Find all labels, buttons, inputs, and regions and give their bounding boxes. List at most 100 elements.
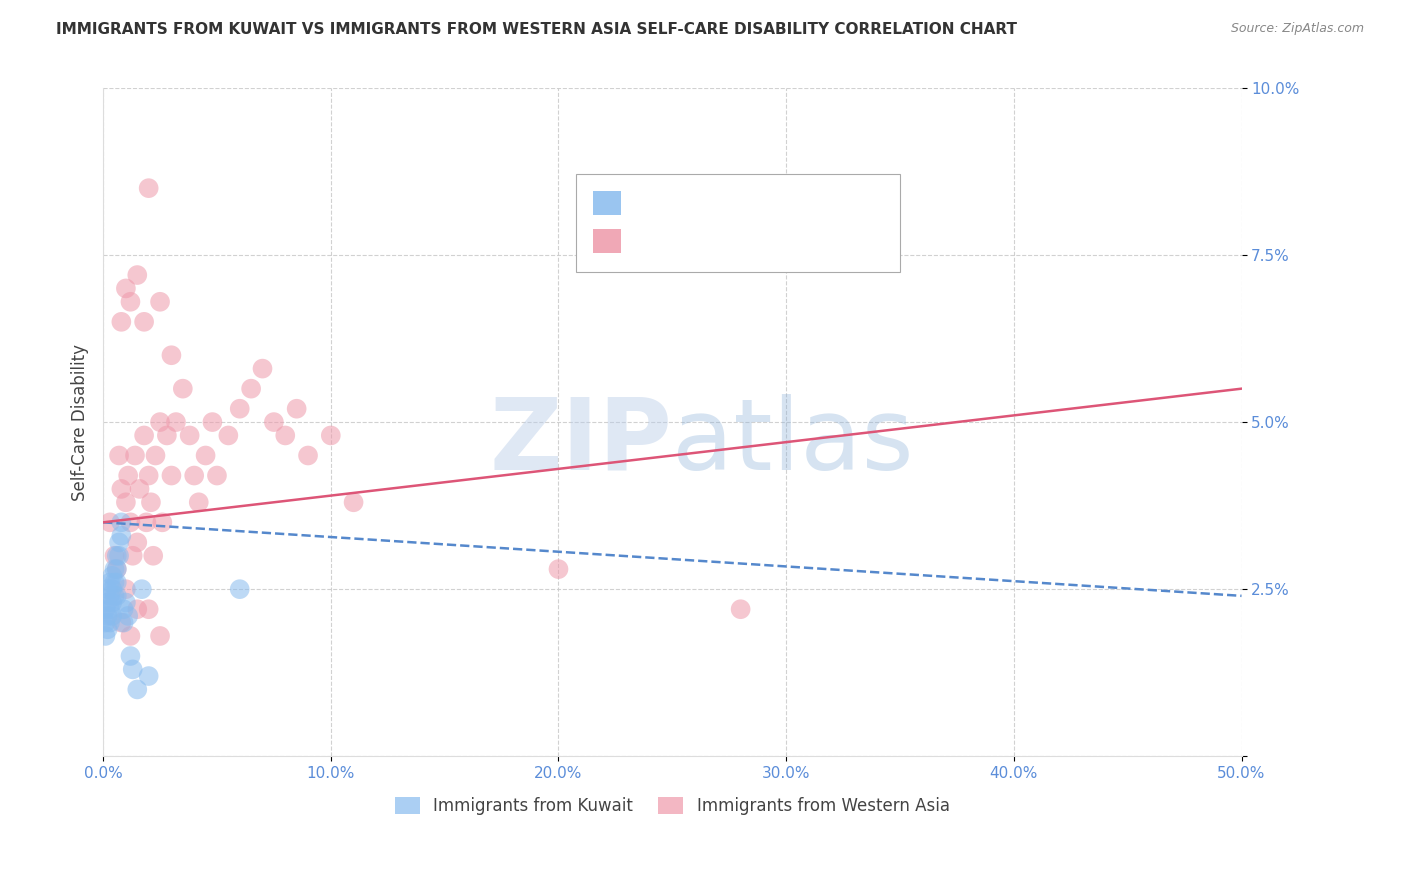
Point <box>160 348 183 362</box>
Point <box>115 582 138 597</box>
Point <box>274 428 297 442</box>
Y-axis label: Self-Care Disability: Self-Care Disability <box>72 343 89 500</box>
Point <box>149 294 172 309</box>
Point <box>194 449 217 463</box>
Point <box>120 294 142 309</box>
Point <box>135 516 157 530</box>
Point <box>127 602 149 616</box>
Point <box>105 575 128 590</box>
Point <box>98 615 121 630</box>
Point <box>132 428 155 442</box>
Point <box>110 482 132 496</box>
Point <box>94 615 117 630</box>
Point <box>110 615 132 630</box>
Point <box>105 562 128 576</box>
Point <box>138 468 160 483</box>
Text: 36: 36 <box>787 196 806 211</box>
Point <box>127 268 149 282</box>
Point <box>730 602 752 616</box>
Point <box>97 622 120 636</box>
Point <box>127 682 149 697</box>
Text: N =: N = <box>735 234 790 248</box>
Point <box>98 589 121 603</box>
Point <box>131 582 153 597</box>
Point <box>319 428 342 442</box>
Point <box>108 449 131 463</box>
Point <box>115 495 138 509</box>
Point <box>94 629 117 643</box>
Point <box>297 449 319 463</box>
Text: R =: R = <box>630 196 666 211</box>
Point <box>252 361 274 376</box>
Point <box>112 602 135 616</box>
Point <box>120 516 142 530</box>
Point <box>165 415 187 429</box>
Point <box>110 529 132 543</box>
Point <box>97 582 120 597</box>
Text: 56: 56 <box>787 234 806 248</box>
Point <box>172 382 194 396</box>
Point <box>127 535 149 549</box>
Point <box>124 449 146 463</box>
Point <box>217 428 239 442</box>
Point <box>145 449 167 463</box>
Text: ZIP: ZIP <box>489 393 672 491</box>
Text: IMMIGRANTS FROM KUWAIT VS IMMIGRANTS FROM WESTERN ASIA SELF-CARE DISABILITY CORR: IMMIGRANTS FROM KUWAIT VS IMMIGRANTS FRO… <box>56 22 1017 37</box>
Point <box>97 595 120 609</box>
Legend: Immigrants from Kuwait, Immigrants from Western Asia: Immigrants from Kuwait, Immigrants from … <box>388 790 956 822</box>
Point <box>205 468 228 483</box>
Point <box>138 669 160 683</box>
Point <box>98 516 121 530</box>
Text: N =: N = <box>735 196 790 211</box>
Point <box>108 549 131 563</box>
Text: 0.228: 0.228 <box>675 234 730 248</box>
Point <box>103 562 125 576</box>
Point <box>342 495 364 509</box>
Text: atlas: atlas <box>672 393 914 491</box>
Point <box>229 401 252 416</box>
Point <box>108 535 131 549</box>
Text: -0.059: -0.059 <box>675 196 730 211</box>
Point <box>115 595 138 609</box>
Point <box>112 615 135 630</box>
Point <box>149 629 172 643</box>
Point <box>138 181 160 195</box>
Point <box>105 549 128 563</box>
Point <box>103 575 125 590</box>
Point <box>121 549 143 563</box>
Point <box>117 468 139 483</box>
Point <box>547 562 569 576</box>
Point <box>105 562 128 576</box>
Point <box>110 315 132 329</box>
Point <box>128 482 150 496</box>
Point <box>120 629 142 643</box>
Point <box>120 648 142 663</box>
Point <box>160 468 183 483</box>
Point <box>98 575 121 590</box>
Text: R =: R = <box>630 234 666 248</box>
Point <box>149 415 172 429</box>
Point <box>142 549 165 563</box>
Point <box>156 428 179 442</box>
Point <box>139 495 162 509</box>
Point <box>138 602 160 616</box>
Point <box>101 582 124 597</box>
Point <box>101 608 124 623</box>
Point <box>117 608 139 623</box>
Point <box>103 589 125 603</box>
Point <box>285 401 308 416</box>
Point <box>110 516 132 530</box>
Point <box>115 281 138 295</box>
Point <box>150 516 173 530</box>
Point <box>179 428 201 442</box>
Point <box>263 415 285 429</box>
Point <box>187 495 209 509</box>
Point <box>121 662 143 676</box>
Point <box>201 415 224 429</box>
Point <box>98 602 121 616</box>
Point <box>103 549 125 563</box>
Point <box>229 582 252 597</box>
Text: Source: ZipAtlas.com: Source: ZipAtlas.com <box>1230 22 1364 36</box>
Point <box>105 589 128 603</box>
Point <box>97 608 120 623</box>
